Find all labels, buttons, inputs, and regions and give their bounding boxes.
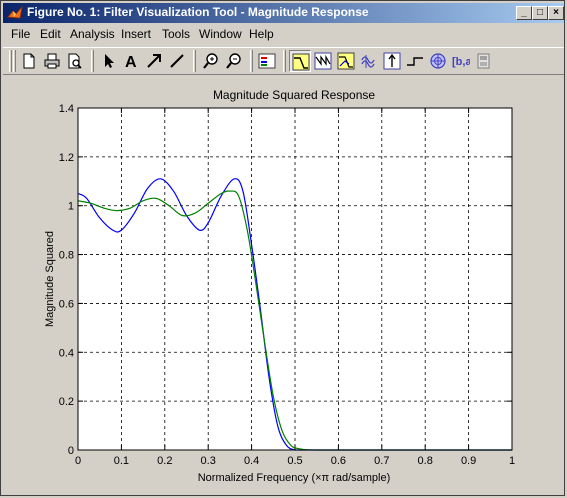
y-tick-label: 1 (68, 201, 74, 213)
zoom-in-icon (203, 53, 218, 69)
y-tick-label: 1.2 (59, 152, 74, 164)
new-figure-button[interactable] (18, 50, 40, 72)
phase-response-icon (314, 52, 332, 70)
x-tick-label: 0.6 (331, 455, 346, 467)
filter-coefficients-button[interactable]: [b,a] (450, 50, 472, 72)
x-tick-label: 0.4 (244, 455, 259, 467)
series-line-green (77, 190, 512, 451)
y-tick-label: 0.6 (59, 298, 74, 310)
menu-tools[interactable]: Tools (162, 27, 191, 41)
x-tick-label: 0.8 (418, 455, 433, 467)
y-tick-label: 0.8 (59, 250, 74, 262)
menu-edit[interactable]: Edit (40, 27, 61, 41)
y-tick-label: 0 (68, 445, 74, 457)
pole-zero-button[interactable] (427, 50, 449, 72)
x-tick-label: 0 (75, 455, 81, 467)
minimize-button[interactable]: _ (516, 6, 532, 20)
x-axis-label: Normalized Frequency (×π rad/sample) (198, 472, 391, 484)
toolbar-separator (91, 50, 94, 72)
insert-line-button[interactable] (166, 50, 188, 72)
toolbar-separator (193, 50, 196, 72)
print-button[interactable] (41, 50, 63, 72)
magnitude-response-button[interactable] (289, 50, 311, 72)
zoom-out-icon (226, 53, 241, 69)
matlab-logo-icon (7, 5, 23, 19)
x-tick-label: 0.1 (114, 455, 129, 467)
x-tick-label: 0.7 (374, 455, 389, 467)
pole-zero-icon (430, 53, 446, 69)
insert-arrow-button[interactable] (143, 50, 165, 72)
grid-lines (78, 108, 512, 450)
filter-info-button[interactable] (473, 50, 495, 72)
toolbar-separator (250, 50, 253, 72)
new-figure-icon (23, 53, 35, 69)
insert-text-icon: A (125, 54, 137, 70)
group-delay-button[interactable] (358, 50, 380, 72)
chart-title: Magnitude Squared Response (213, 88, 375, 102)
step-response-icon (407, 57, 423, 66)
step-response-button[interactable] (404, 50, 426, 72)
y-tick-label: 0.2 (59, 396, 74, 408)
x-tick-label: 0.9 (461, 455, 476, 467)
y-tick-label: 0.4 (59, 347, 74, 359)
print-preview-icon (68, 53, 82, 69)
y-tick-label: 1.4 (59, 103, 74, 115)
insert-line-icon (170, 54, 184, 68)
magnitude-response-icon (292, 53, 310, 71)
x-tick-label: 1 (509, 455, 515, 467)
menu-help[interactable]: Help (249, 27, 274, 41)
zoom-out-button[interactable] (223, 50, 245, 72)
legend-icon (258, 53, 276, 69)
menu-window[interactable]: Window (199, 27, 242, 41)
legend-button[interactable] (256, 50, 278, 72)
select-button[interactable] (97, 50, 119, 72)
toolbar-grip[interactable] (13, 50, 16, 72)
print-preview-button[interactable] (64, 50, 86, 72)
phase-response-button[interactable] (312, 50, 334, 72)
menu-insert[interactable]: Insert (121, 27, 152, 41)
menu-file[interactable]: File (11, 27, 31, 41)
svg-text:A: A (125, 54, 137, 70)
select-arrow-icon (105, 54, 114, 68)
insert-arrow-icon (147, 54, 161, 68)
toolbar-grip[interactable] (9, 50, 12, 72)
x-tick-label: 0.5 (287, 455, 302, 467)
axes-border (77, 107, 513, 451)
close-button[interactable]: × (548, 6, 564, 20)
print-icon (44, 53, 60, 69)
title-bar[interactable]: Figure No. 1: Filter Visualization Tool … (3, 3, 564, 23)
toolbar: A (3, 47, 564, 75)
impulse-response-button[interactable] (381, 50, 403, 72)
group-delay-icon (361, 55, 375, 68)
filter-info-icon (477, 53, 490, 69)
y-tick-labels: 0 0.2 0.4 0.6 0.8 1 1.2 1.4 (59, 103, 74, 457)
insert-text-button[interactable]: A (120, 50, 142, 72)
window-title: Figure No. 1: Filter Visualization Tool … (27, 5, 369, 19)
menu-bar: File Edit Analysis Insert Tools Window H… (3, 25, 564, 43)
x-tick-label: 0.2 (157, 455, 172, 467)
x-tick-label: 0.3 (201, 455, 216, 467)
toolbar-separator (283, 50, 286, 72)
impulse-response-icon (383, 52, 401, 70)
zoom-in-button[interactable] (200, 50, 222, 72)
x-tick-labels: 0 0.1 0.2 0.3 0.4 0.5 0.6 0.7 0.8 0.9 1 (75, 455, 515, 467)
magnitude-phase-icon (337, 52, 355, 70)
maximize-button[interactable]: □ (532, 6, 548, 20)
svg-text:[b,a]: [b,a] (452, 56, 470, 68)
menu-analysis[interactable]: Analysis (70, 27, 115, 41)
magnitude-phase-button[interactable] (335, 50, 357, 72)
y-axis-label: Magnitude Squared (44, 231, 56, 327)
filter-coefficients-icon: [b,a] (452, 56, 470, 68)
